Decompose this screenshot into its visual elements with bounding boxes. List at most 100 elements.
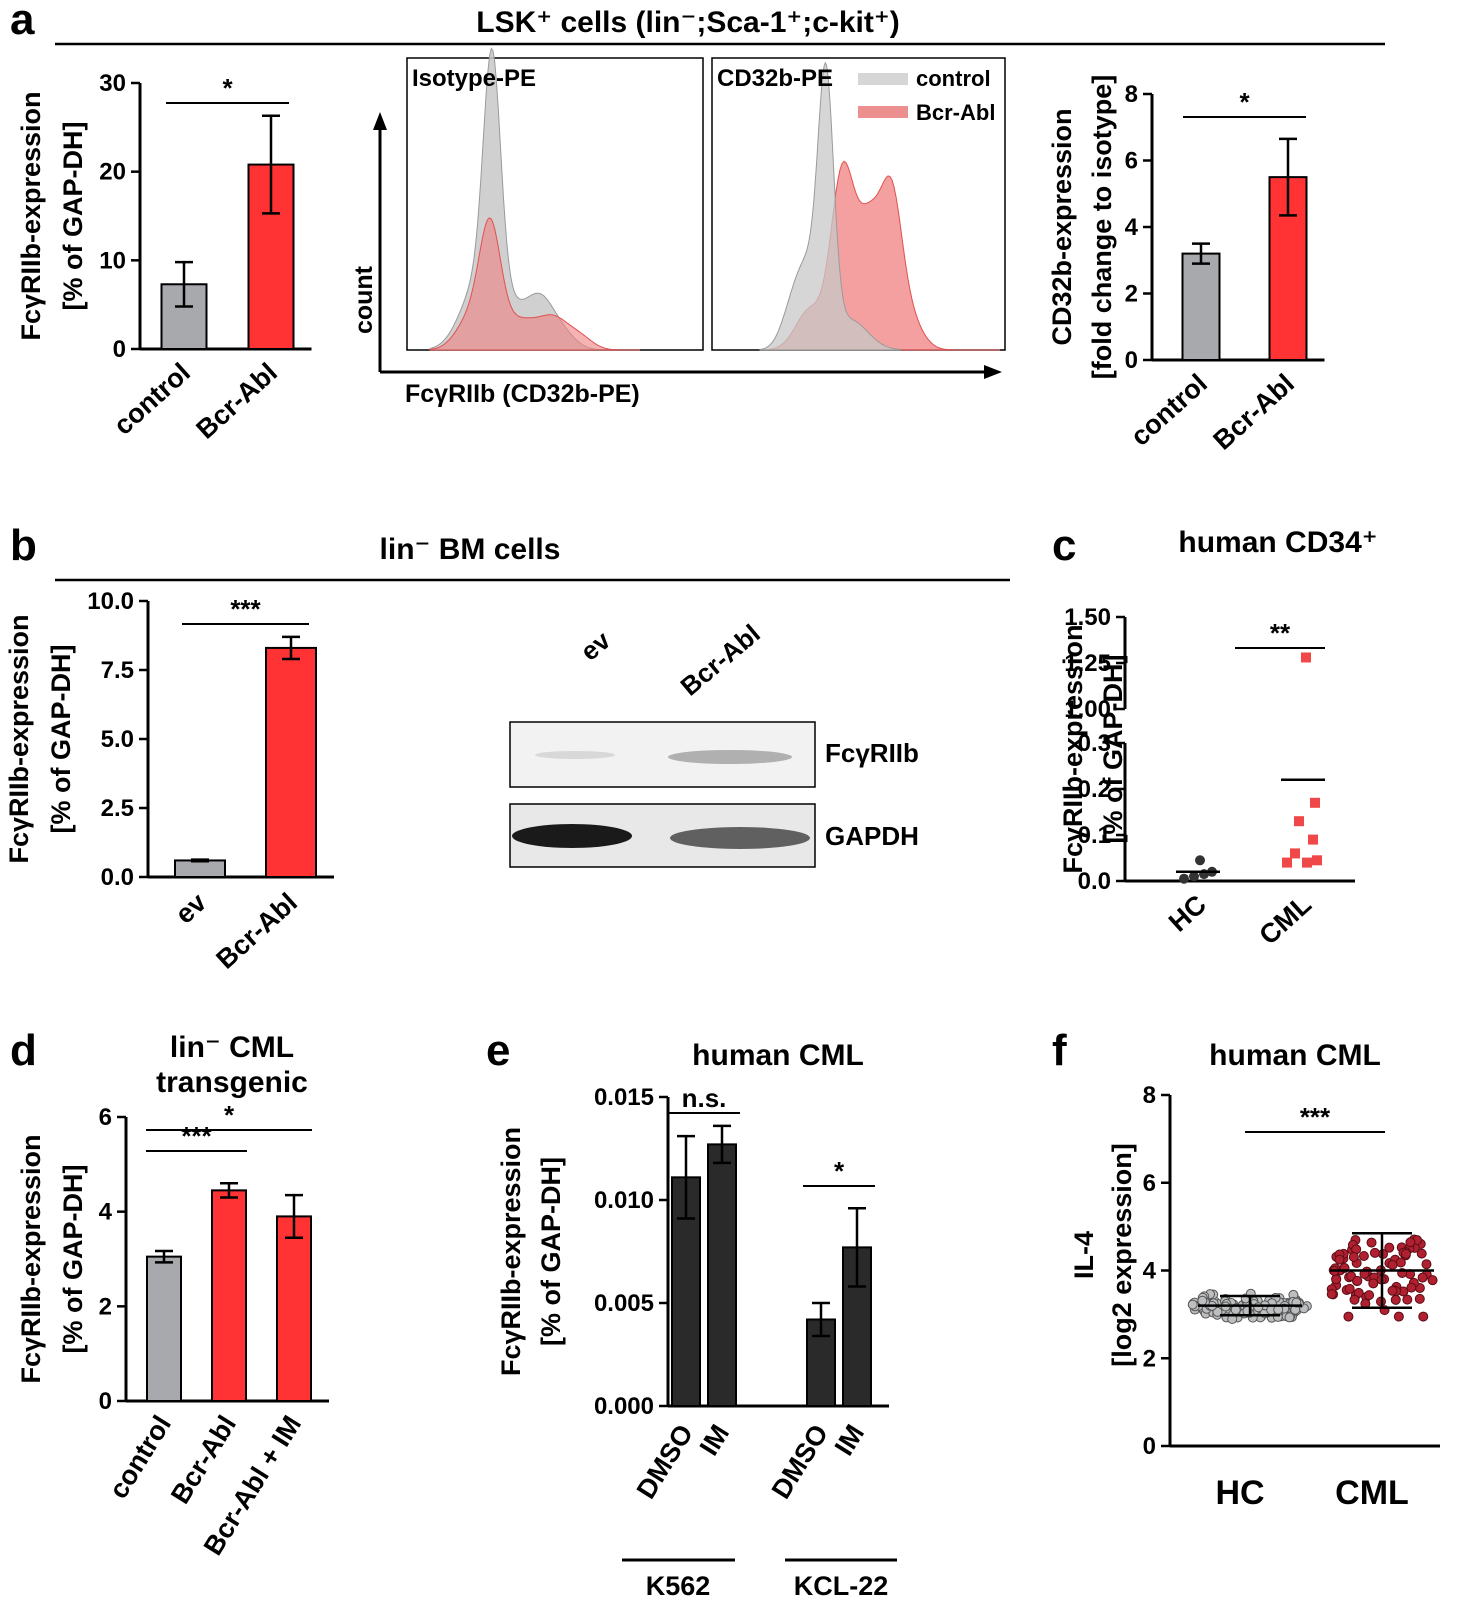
c-tick-label: 1.50 [1064,604,1111,631]
e-tick-label: 0.010 [594,1187,654,1214]
d-tick-label: 0 [99,1388,112,1415]
a_left-tick-label: 10 [99,247,126,274]
c-tick-label: 1.00 [1064,696,1111,723]
f-point-cml [1352,1275,1363,1286]
c-tick-label: 0.1 [1078,822,1111,849]
f-y-label-1: [log2 expression] [1107,1143,1137,1367]
f-tick-label: 8 [1143,1082,1156,1109]
e-bar-1 [707,1143,737,1407]
legend-label-control: control [916,66,991,91]
f-point-cml [1384,1242,1395,1253]
f-point-hc [1212,1306,1223,1317]
f-point-cml [1343,1311,1354,1322]
panel-d-title-line2: transgenic [156,1066,308,1099]
a_left-tick-label: 0 [113,336,126,363]
f-point-cml [1393,1311,1404,1322]
c-point-hc [1195,855,1205,866]
c-significance-label: ** [1270,618,1291,648]
panel-e-title: human CML [692,1039,864,1072]
f-point-cml [1418,1311,1429,1322]
blot-band-label-gapdh: GAPDH [825,821,919,851]
c-y-label-1: [% of GAP-DH] [1098,655,1128,844]
f-y-label-0: IL-4 [1069,1231,1099,1279]
b-significance-label-0: *** [230,594,261,624]
f-point-cml [1387,1259,1398,1270]
b-y-label-1: [% of GAP-DH] [46,645,76,834]
f-point-cml [1390,1294,1401,1305]
legend-swatch-control [858,73,908,85]
b-tick-label: 5.0 [101,726,134,753]
f-point-hc [1197,1295,1208,1306]
f-tick-label: 2 [1143,1345,1156,1372]
blot-lane-label-bcr-abl: Bcr-Abl [675,618,766,701]
f-point-cml [1344,1283,1355,1294]
a_right-tick-label: 2 [1125,281,1138,308]
f-point-cml [1334,1254,1345,1265]
panel-f-title: human CML [1209,1039,1381,1072]
f-point-hc [1284,1312,1295,1323]
panel-letter-d: d [10,1026,37,1075]
f-point-cml [1400,1248,1411,1259]
e-significance-label-0: n.s. [682,1083,727,1113]
f-point-cml [1349,1294,1360,1305]
c-point-cml [1282,857,1292,868]
d-significance-label-1: * [224,1100,235,1130]
hist-y-label: count [350,265,378,334]
c-tick-label: 1.25 [1064,650,1111,677]
c-tick-label: 0.3 [1078,730,1111,757]
legend-swatch-bcr-abl [858,106,908,118]
hist-y-arrow [373,112,387,130]
hist-x-label: FcγRIIb (CD32b-PE) [405,380,640,408]
c-point-cml [1302,857,1312,868]
f-point-cml [1387,1285,1398,1296]
b-tick-label: 0.0 [101,864,134,891]
a_left-y-label-0: FcγRIIb-expression [16,91,46,340]
a_left-tick-label: 30 [99,70,126,97]
group-label-kcl22: KCL-22 [794,1571,889,1601]
a_left-y-label-1: [% of GAP-DH] [58,122,88,311]
b-tick-label: 7.5 [101,657,134,684]
f-category-label-0: HC [1215,1474,1264,1512]
hist-cd32b-control [759,61,901,351]
f-tick-label: 6 [1143,1170,1156,1197]
f-point-cml [1369,1247,1380,1258]
a_right-category-label-1: Bcr-Abl [1207,368,1300,456]
f-point-cml [1406,1282,1417,1293]
a_left-category-label-1: Bcr-Abl [190,357,283,445]
c-point-hc [1179,873,1189,884]
f-tick-label: 0 [1143,1433,1156,1460]
a_right-tick-label: 4 [1125,214,1139,241]
d-bar-0 [146,1255,182,1402]
f-point-cml [1421,1259,1432,1270]
panel-a-title: LSK⁺ cells (lin⁻;Sca-1⁺;c-kit⁺) [476,6,899,39]
e-y-label-1: [% of GAP-DH] [536,1157,566,1346]
panel-letter-a: a [10,0,35,44]
c-point-cml [1301,652,1311,663]
f-point-cml [1427,1275,1438,1286]
b-tick-label: 2.5 [101,795,134,822]
panel-b-title: lin⁻ BM cells [380,533,561,566]
hist-isotype-bcr-abl [429,217,640,351]
b-y-label-0: FcγRIIb-expression [4,614,34,863]
panel-d-title-line1: lin⁻ CML [170,1031,294,1064]
f-point-hc [1187,1299,1198,1310]
d-tick-label: 4 [99,1199,113,1226]
panel-letter-e: e [486,1026,510,1075]
a_right-bar-0 [1181,252,1221,362]
c-point-cml [1312,855,1322,866]
f-point-cml [1368,1278,1379,1289]
c-category-label-1: CML [1253,889,1317,950]
d-y-label-1: [% of GAP-DH] [58,1165,88,1354]
f-point-cml [1348,1252,1359,1263]
blot-band-label-fcgriib: FcγRIIb [825,738,919,768]
a_left-category-label-0: control [108,357,196,441]
histogram-panel: count FcγRIIb (CD32b-PE) Isotype-PE CD32… [350,47,1006,408]
d-y-label-0: FcγRIIb-expression [16,1134,46,1383]
b-bar-1 [265,646,317,878]
hist-label-cd32b: CD32b-PE [717,65,833,92]
hist-isotype-control [429,47,640,351]
blot-band-gapdh-ev [512,824,632,848]
b-bar-0 [174,859,226,879]
panel-letter-f: f [1052,1026,1067,1075]
